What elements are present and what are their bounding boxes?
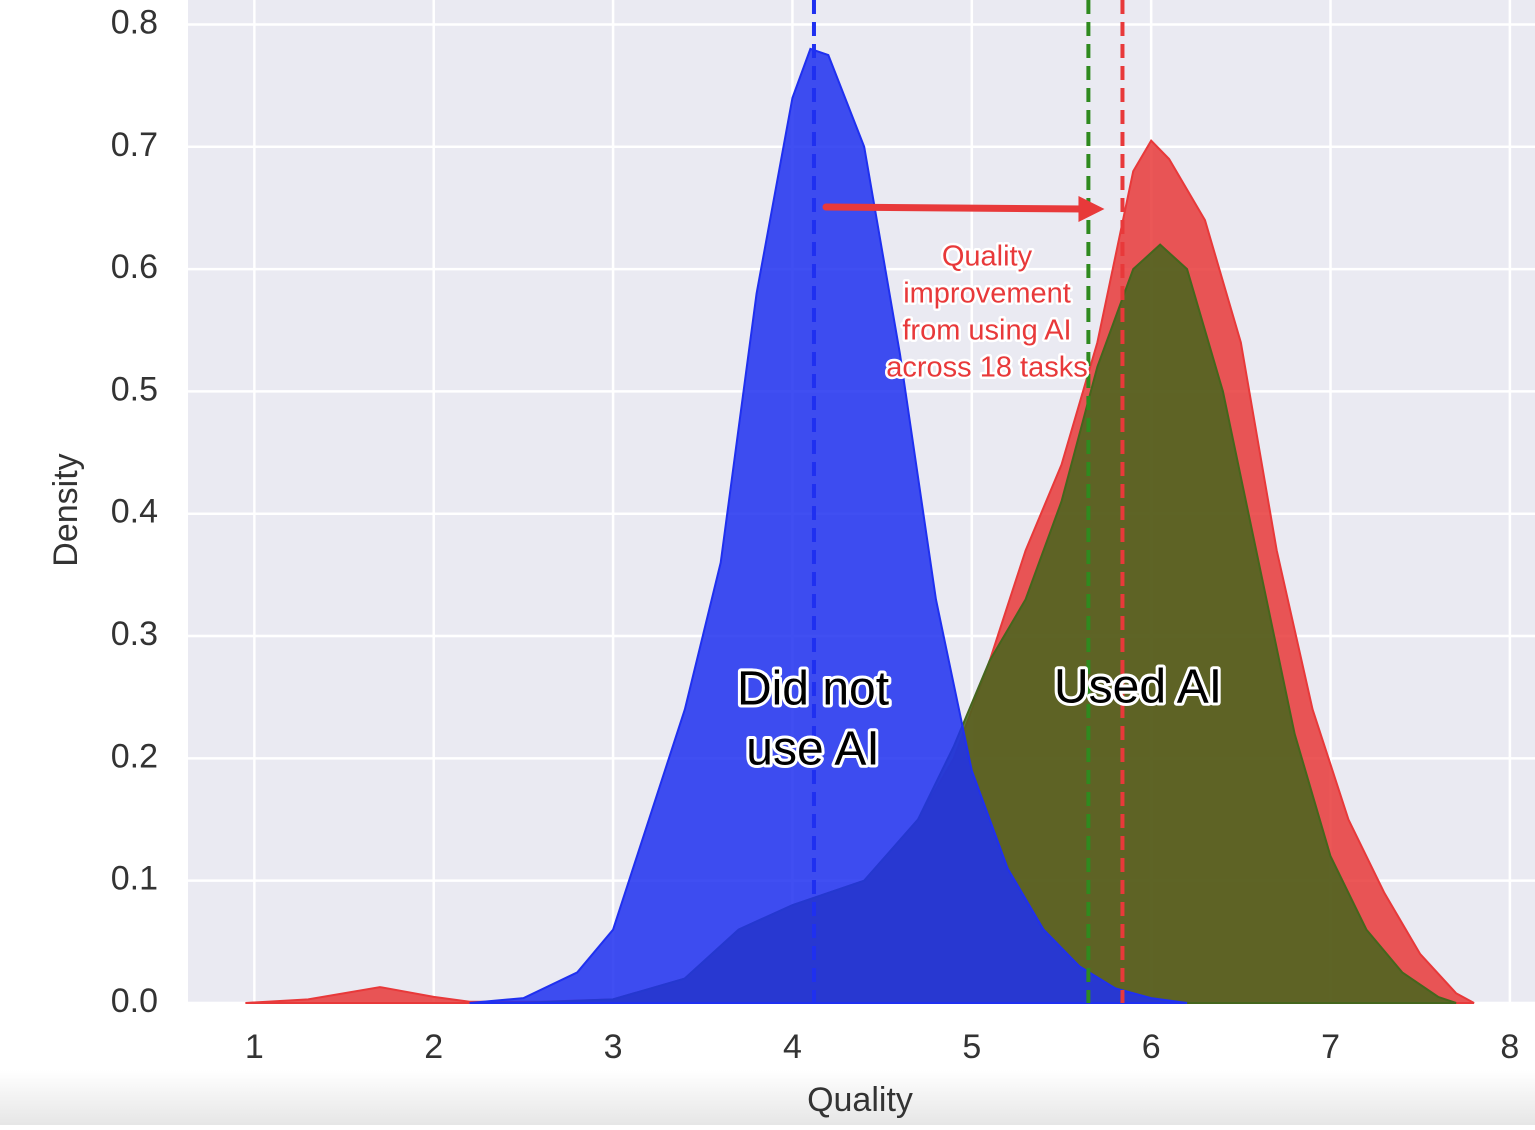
annotation: Quality	[942, 241, 1033, 273]
annotation: improvement	[903, 278, 1071, 310]
y-tick-label: 0.7	[111, 126, 158, 164]
y-tick-label: 0.1	[111, 860, 158, 898]
x-tick-label: 1	[245, 1028, 264, 1066]
annotation: Used AI	[1054, 661, 1222, 714]
annotation: across 18 tasks	[886, 352, 1087, 384]
y-tick-label: 0.2	[111, 737, 158, 775]
x-axis-label: Quality	[807, 1081, 913, 1119]
y-tick-label: 0.8	[111, 3, 158, 41]
annotation: from using AI	[902, 315, 1071, 347]
x-tick-label: 5	[962, 1028, 981, 1066]
improvement-arrow	[822, 203, 1088, 213]
y-axis-label: Density	[47, 453, 85, 566]
y-tick-label: 0.4	[111, 493, 158, 531]
y-tick-label: 0.3	[111, 615, 158, 653]
y-tick-label: 0.6	[111, 248, 158, 286]
x-tick-label: 2	[424, 1028, 443, 1066]
annotation: use AI	[746, 723, 879, 776]
x-tick-label: 8	[1500, 1028, 1519, 1066]
density-area	[469, 47, 1188, 1004]
y-tick-label: 0.0	[111, 982, 158, 1020]
x-tick-label: 6	[1142, 1028, 1161, 1066]
x-tick-label: 3	[604, 1028, 623, 1066]
y-tick-label: 0.5	[111, 370, 158, 408]
x-tick-label: 4	[783, 1028, 802, 1066]
annotation: Did not	[737, 663, 889, 716]
footer-band	[0, 1070, 1535, 1125]
x-tick-label: 7	[1321, 1028, 1340, 1066]
arrow-head	[1078, 196, 1105, 222]
